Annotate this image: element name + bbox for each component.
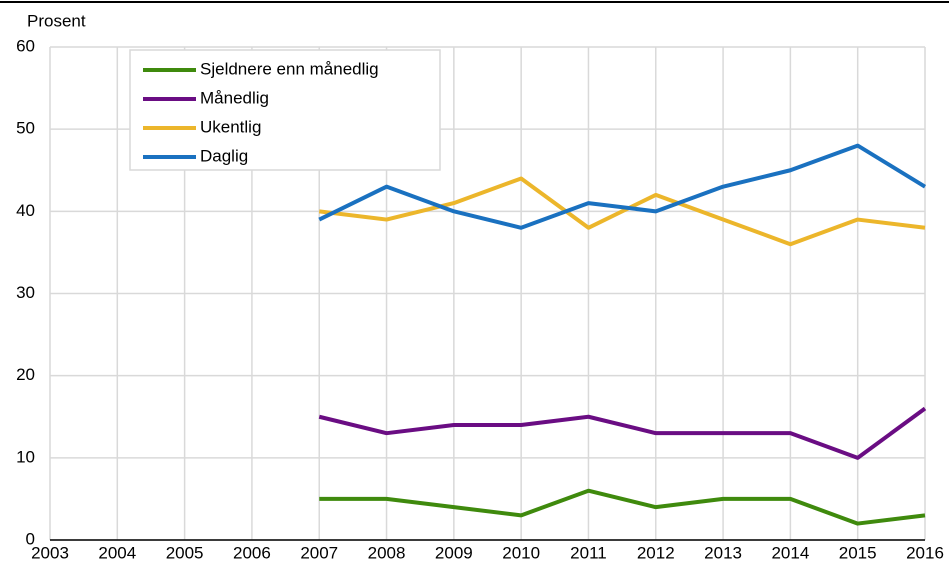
x-tick-label: 2016 [906,543,944,562]
y-axis-label: Prosent [27,11,86,30]
y-tick-label: 30 [16,283,35,302]
y-tick-label: 20 [16,365,35,384]
lines [318,143,927,526]
y-tick-label: 50 [16,119,35,138]
x-tick-label: 2006 [233,543,271,562]
x-tick-label: 2007 [300,543,338,562]
legend: Sjeldnere enn månedlig Månedlig Ukentlig Da… [129,49,441,171]
x-tick-label: 2015 [839,543,877,562]
x-tick-label: 2011 [570,543,607,562]
y-tick-label: 60 [16,36,35,55]
x-tick-label: 2010 [502,543,540,562]
series-line [318,176,926,247]
series-line [318,406,927,460]
series-line [319,488,926,526]
y-tick-label: 0 [26,529,35,548]
x-tick-label: 2004 [98,543,136,562]
legend-label: Månedlig [200,88,269,107]
x-tick-label: 2013 [704,543,742,562]
legend-label: Ukentlig [200,117,261,136]
tick-labels: 0 10 20 30 40 50 60 2003 2004 2005 2006 2007 2008 200… [16,36,944,562]
x-tick-label: 2009 [435,543,473,562]
legend-label: Sjeldnere enn månedlig [200,59,379,78]
x-tick-label: 2012 [637,543,675,562]
series-line [318,143,927,230]
x-tick-label: 2008 [368,543,406,562]
x-tick-label: 2014 [771,543,809,562]
x-tick-label: 2005 [166,543,204,562]
x-tick-label: 2003 [31,543,69,562]
y-tick-label: 10 [16,447,35,466]
y-tick-label: 40 [16,201,35,220]
legend-label: Daglig [200,146,248,165]
